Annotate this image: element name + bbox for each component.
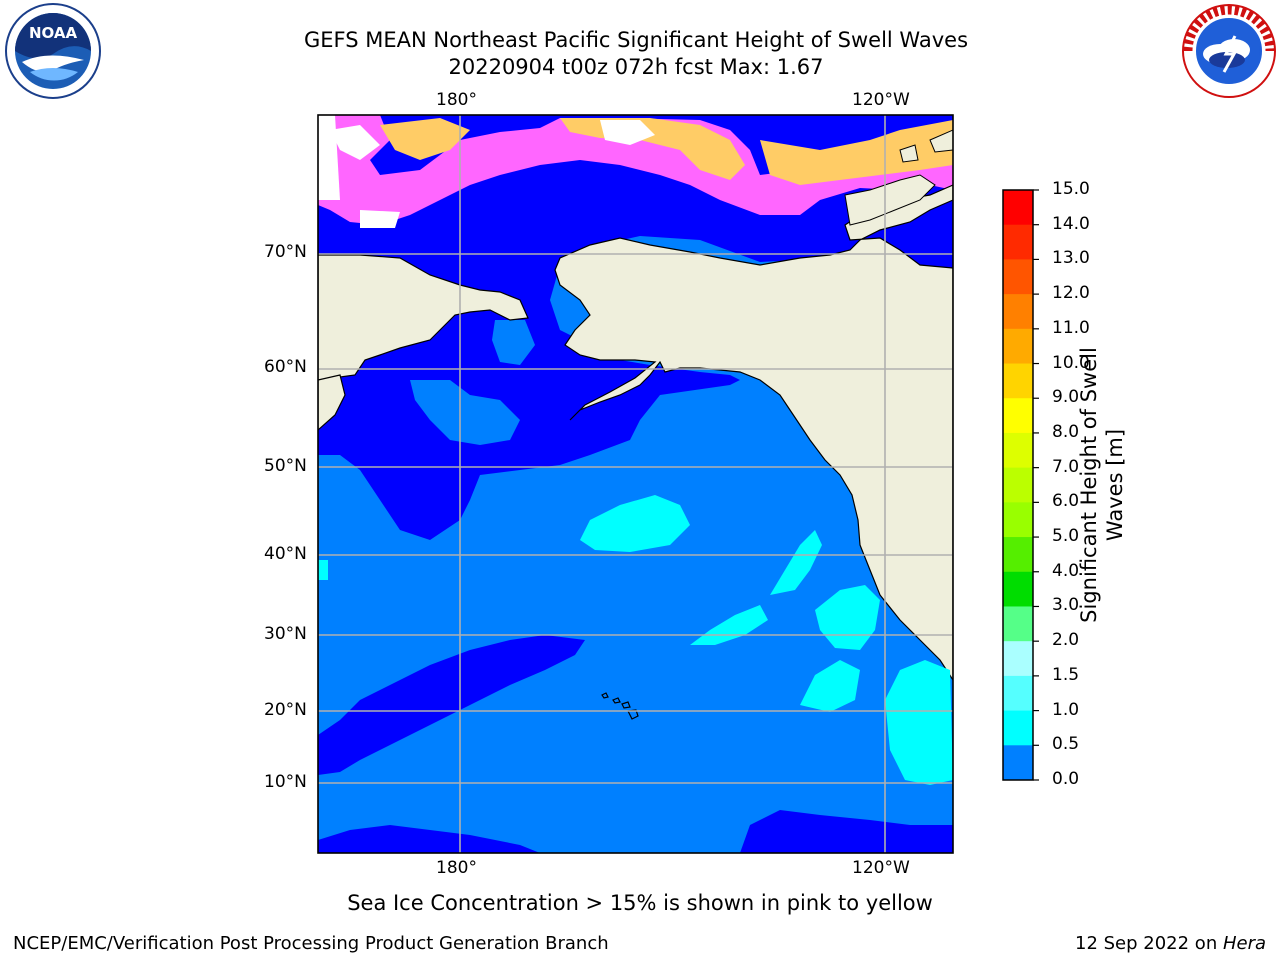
lat-label-60n: 60°N [264,357,307,377]
colorbar-label-line1: Significant Height of Swell [1077,347,1101,623]
colorbar-tick-label: 15.0 [1052,179,1090,199]
lat-label-20n: 20°N [264,700,307,720]
colorbar-tick-label: 13.0 [1052,248,1090,269]
colorbar-tick-label: 14.0 [1052,213,1090,234]
colorbar-segment [1003,328,1033,365]
footer-date-text: 12 Sep 2022 on [1075,933,1223,954]
lon-label-top-120w: 120°W [852,90,910,110]
lat-label-30n: 30°N [264,624,307,644]
colorbar-tick-label: 4.0 [1052,560,1080,581]
footer-credit: NCEP/EMC/Verification Post Processing Pr… [13,933,609,954]
colorbar-tick-label: 1.5 [1052,664,1080,685]
colorbar-segment [1003,398,1033,434]
colorbar-tick-label: 0.5 [1052,734,1080,755]
colorbar-tick-label: 9.0 [1052,387,1080,408]
colorbar-tick-label: 0.0 [1052,769,1080,789]
colorbar-tick-label: 3.0 [1052,595,1080,616]
colorbar [1002,189,1039,781]
map-subtitle: 20220904 t00z 072h fcst Max: 1.67 [448,55,824,79]
graticule [318,115,953,853]
colorbar-segment [1003,224,1033,260]
colorbar-segment [1003,190,1033,226]
moderate-swell-patch [580,495,690,552]
colorbar-segment [1003,537,1033,573]
colorbar-label-line2: Waves [m] [1103,428,1127,542]
colorbar-tick-label: 6.0 [1052,491,1080,512]
colorbar-tick-label: 1.0 [1052,699,1080,720]
map-title: GEFS MEAN Northeast Pacific Significant … [303,28,969,52]
sea-ice-caption: Sea Ice Concentration > 15% is shown in … [347,891,933,915]
low-swell-band [318,635,585,775]
colorbar-tick-label: 5.0 [1052,526,1080,547]
colorbar-segment [1003,294,1033,330]
colorbar-tick-label: 8.0 [1052,421,1080,442]
lon-label-bottom-180: 180° [436,858,477,878]
north-america-landmass [554,184,953,682]
noaa-logo-text: NOAA [29,24,78,42]
colorbar-segment [1003,259,1033,295]
lon-label-top-180: 180° [436,90,477,110]
asia-landmass [318,254,529,381]
colorbar-tick-label: 10.0 [1052,352,1090,373]
colorbar-tick-label: 11.0 [1052,317,1090,338]
colorbar-tick-label: 2.0 [1052,630,1080,651]
colorbar-segment [1003,432,1033,469]
sea-ice-region [318,115,953,225]
lon-label-bottom-120w: 120°W [852,858,910,878]
colorbar-segment [1003,606,1033,642]
colorbar-segment [1003,745,1033,781]
map-frame [317,114,954,854]
lat-label-70n: 70°N [264,242,307,262]
lat-label-50n: 50°N [264,456,307,476]
footer-host: Hera [1222,933,1266,954]
colorbar-segment [1003,502,1033,538]
colorbar-segment [1003,571,1033,607]
lat-label-10n: 10°N [264,772,307,792]
colorbar-tick-label: 7.0 [1052,456,1080,477]
colorbar-segment [1003,675,1033,712]
noaa-logo-icon: NOAA [5,3,101,99]
colorbar-tick-label: 12.0 [1052,283,1090,304]
colorbar-segment [1003,467,1033,503]
nws-logo-icon [1182,4,1276,98]
footer-date: 12 Sep 2022 on Hera [1075,933,1266,954]
colorbar-segment [1003,641,1033,677]
lat-label-40n: 40°N [264,544,307,564]
colorbar-frame [1002,189,1034,781]
colorbar-segment [1003,363,1033,399]
colorbar-segment [1003,710,1033,746]
